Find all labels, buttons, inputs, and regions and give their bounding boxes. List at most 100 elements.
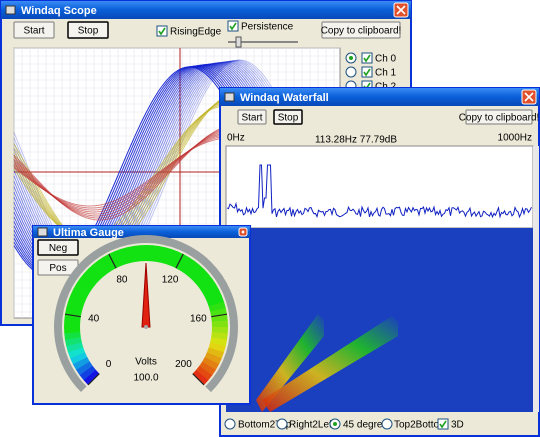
button[interactable] <box>13 21 55 39</box>
gauge-unit: Volts <box>135 357 157 368</box>
gauge-tick-label: 40 <box>88 313 100 324</box>
gauge-value: 100.0 <box>133 373 158 384</box>
checkbox[interactable] <box>361 52 373 64</box>
button[interactable] <box>465 109 533 125</box>
gauge-tick <box>192 373 205 386</box>
option-label: 3D <box>451 420 464 431</box>
button-label: Stop <box>78 26 99 37</box>
check-mark <box>158 27 166 36</box>
window-icon <box>5 5 16 15</box>
gauge-band <box>199 278 217 293</box>
gauge-bezel <box>53 235 238 419</box>
gauge-band <box>66 301 84 312</box>
gauge-band <box>211 327 228 334</box>
waterfall-band <box>262 316 398 412</box>
button[interactable] <box>37 239 79 256</box>
close-icon <box>524 92 534 102</box>
button-label: Neg <box>49 243 67 254</box>
gauge-band <box>83 369 100 385</box>
gauge-tick-label: 160 <box>190 313 207 324</box>
gauge-band <box>114 248 126 267</box>
radio-button[interactable] <box>381 418 393 430</box>
gauge-band <box>180 257 195 274</box>
gauge-tick-label: 0 <box>106 359 112 370</box>
option-label: 45 degree <box>343 420 388 431</box>
radio-dot <box>349 56 353 60</box>
gauge-band <box>92 260 108 277</box>
radio-dot <box>333 422 337 426</box>
window-icon <box>37 227 48 237</box>
button-label: Start <box>23 26 44 37</box>
check-mark <box>229 22 237 31</box>
gauge-band <box>133 245 142 262</box>
button-label: Start <box>241 113 262 124</box>
gauge-tick <box>108 253 117 269</box>
checkbox[interactable] <box>156 25 168 37</box>
radio-button[interactable] <box>276 418 288 430</box>
option-label: Right2Left <box>289 420 335 431</box>
radio-button[interactable] <box>345 66 357 78</box>
gauge-band <box>204 289 222 302</box>
button-label: Copy to clipboard! <box>459 113 540 124</box>
freq-end: 1000Hz <box>498 133 532 144</box>
option-label: Bottom2Top <box>238 420 292 431</box>
check-mark <box>363 54 371 63</box>
checkbox[interactable] <box>227 20 239 32</box>
close-icon <box>241 230 245 234</box>
gauge-band <box>208 301 226 312</box>
gauge-band <box>70 289 88 302</box>
gauge-band <box>79 365 96 381</box>
gauge-band <box>192 369 209 386</box>
waterfall-band <box>256 314 324 412</box>
gauge-band <box>175 253 190 271</box>
button[interactable] <box>321 21 401 39</box>
window-title: Windaq Scope <box>21 5 97 17</box>
radio-button[interactable] <box>224 418 236 430</box>
gauge-band <box>171 251 184 269</box>
gauge-band <box>204 352 222 365</box>
button[interactable] <box>67 21 109 39</box>
gauge-band <box>192 269 209 285</box>
check-mark <box>439 420 447 429</box>
button[interactable] <box>273 109 303 125</box>
checkbox[interactable] <box>361 66 373 78</box>
needle-hub <box>144 325 148 329</box>
gauge-band <box>76 278 93 293</box>
gauge-band <box>88 264 104 281</box>
gauge-band <box>202 284 220 298</box>
gauge-band <box>68 295 86 307</box>
title-bar <box>220 88 539 106</box>
gauge-band <box>83 268 100 285</box>
scrollbar <box>533 146 539 412</box>
title-bar <box>1 1 411 19</box>
gauge-band <box>64 337 82 347</box>
peak-readout: 113.28Hz 77.79dB <box>315 135 397 146</box>
checkbox-label: RisingEdge <box>170 27 222 38</box>
gauge-tick <box>87 373 100 386</box>
window-title: Windaq Waterfall <box>240 92 329 104</box>
gauge-band <box>206 295 225 307</box>
gauge-band <box>188 264 205 281</box>
button-label: Stop <box>278 113 299 124</box>
gauge-band <box>79 273 96 289</box>
gauge-band <box>210 337 227 347</box>
gauge-band <box>75 361 93 376</box>
button[interactable] <box>237 109 267 125</box>
gauge-band <box>126 245 136 263</box>
gauge-tick <box>64 313 81 318</box>
button-label: Copy to clipboard! <box>321 26 402 37</box>
gauge-band <box>72 283 90 298</box>
gauge-band <box>70 352 88 365</box>
gauge-band <box>196 365 213 381</box>
checkbox[interactable] <box>437 418 449 430</box>
gauge-band <box>120 247 131 265</box>
window-title: Ultima Gauge <box>53 227 124 239</box>
gauge-band <box>97 256 112 274</box>
gauge-band <box>161 247 172 265</box>
gauge-tick-label: 200 <box>175 359 192 370</box>
option-label: Top2Bottom <box>394 420 447 431</box>
gauge-tick-label: 120 <box>162 274 179 285</box>
slider-thumb[interactable] <box>235 36 242 48</box>
gauge-band <box>199 361 216 376</box>
gauge-band <box>208 342 226 353</box>
